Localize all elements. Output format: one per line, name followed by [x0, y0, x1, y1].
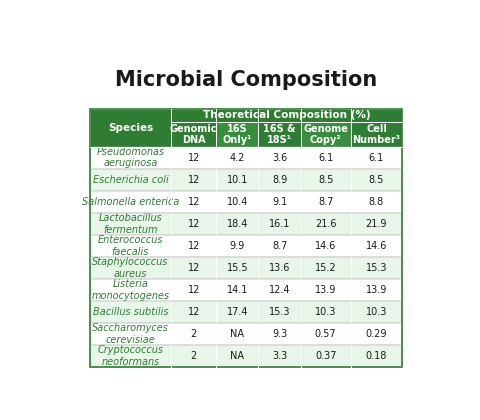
Bar	[90, 213, 402, 235]
Text: Salmonella enterica: Salmonella enterica	[82, 197, 179, 207]
Text: 13.9: 13.9	[366, 285, 387, 295]
Text: Cryptococcus
neoformans: Cryptococcus neoformans	[97, 346, 163, 367]
Text: 18.4: 18.4	[227, 219, 248, 229]
Bar	[90, 345, 402, 368]
Text: 3.6: 3.6	[272, 153, 287, 163]
Text: Cell
Number³: Cell Number³	[352, 123, 400, 145]
Text: 8.5: 8.5	[318, 175, 334, 185]
Text: 10.3: 10.3	[366, 307, 387, 317]
Bar	[90, 191, 402, 213]
Bar	[90, 279, 402, 301]
Text: Saccharomyces
cerevisiae: Saccharomyces cerevisiae	[92, 323, 169, 345]
Bar	[90, 235, 402, 257]
Text: 8.8: 8.8	[369, 197, 384, 207]
Text: NA: NA	[230, 329, 244, 339]
Bar	[300, 122, 351, 147]
Text: 0.29: 0.29	[366, 329, 387, 339]
Text: 12: 12	[188, 241, 200, 251]
Text: 16S
Only¹: 16S Only¹	[223, 123, 252, 145]
Text: 3.3: 3.3	[272, 351, 287, 361]
Text: 15.3: 15.3	[269, 307, 290, 317]
Text: 10.3: 10.3	[315, 307, 336, 317]
Text: 8.9: 8.9	[272, 175, 287, 185]
Text: 9.3: 9.3	[272, 329, 287, 339]
Text: 13.6: 13.6	[269, 263, 290, 273]
Bar	[90, 147, 402, 169]
Bar	[90, 301, 402, 323]
Text: 10.1: 10.1	[227, 175, 248, 185]
Text: Enterococcus
faecalis: Enterococcus faecalis	[97, 235, 163, 257]
Text: 17.4: 17.4	[227, 307, 248, 317]
Text: Species: Species	[108, 123, 153, 133]
Text: 12.4: 12.4	[269, 285, 290, 295]
Text: 16S &
18S¹: 16S & 18S¹	[264, 123, 296, 145]
Bar	[171, 109, 402, 122]
Bar	[90, 323, 402, 345]
Text: 4.2: 4.2	[230, 153, 245, 163]
Text: 9.1: 9.1	[272, 197, 287, 207]
Bar	[90, 169, 402, 191]
Text: 15.3: 15.3	[366, 263, 387, 273]
Text: 8.5: 8.5	[369, 175, 384, 185]
Text: 13.9: 13.9	[315, 285, 336, 295]
Text: Genomic
DNA: Genomic DNA	[170, 123, 217, 145]
Text: 9.9: 9.9	[230, 241, 245, 251]
Text: Theoretical Composition (%): Theoretical Composition (%)	[203, 110, 371, 121]
Bar	[90, 109, 171, 147]
Text: 2: 2	[191, 329, 197, 339]
Text: 8.7: 8.7	[318, 197, 334, 207]
Text: Escherichia coli: Escherichia coli	[93, 175, 168, 185]
Bar	[90, 257, 402, 279]
Text: 12: 12	[188, 263, 200, 273]
Text: 0.37: 0.37	[315, 351, 336, 361]
Text: 12: 12	[188, 153, 200, 163]
Text: Pseudomonas
aeruginosa: Pseudomonas aeruginosa	[96, 147, 165, 168]
Text: 8.7: 8.7	[272, 241, 287, 251]
Text: 15.2: 15.2	[315, 263, 336, 273]
Text: NA: NA	[230, 351, 244, 361]
Text: 12: 12	[188, 175, 200, 185]
Text: 10.4: 10.4	[227, 197, 248, 207]
Text: 15.5: 15.5	[227, 263, 248, 273]
Text: 21.6: 21.6	[315, 219, 336, 229]
Text: 12: 12	[188, 219, 200, 229]
Text: Microbial Composition: Microbial Composition	[115, 70, 377, 90]
Text: Lactobacillus
fermentum: Lactobacillus fermentum	[98, 213, 162, 235]
Text: 6.1: 6.1	[369, 153, 384, 163]
Text: 6.1: 6.1	[318, 153, 333, 163]
Text: 0.57: 0.57	[315, 329, 336, 339]
Text: 12: 12	[188, 197, 200, 207]
Text: 12: 12	[188, 285, 200, 295]
Text: 16.1: 16.1	[269, 219, 290, 229]
Bar	[351, 122, 402, 147]
Text: 14.6: 14.6	[315, 241, 336, 251]
Bar	[259, 122, 300, 147]
Text: Genome
Copy²: Genome Copy²	[303, 123, 348, 145]
Bar	[90, 109, 402, 368]
Text: Bacillus subtilis: Bacillus subtilis	[93, 307, 168, 317]
Text: 14.1: 14.1	[227, 285, 248, 295]
Text: 2: 2	[191, 351, 197, 361]
Text: 21.9: 21.9	[366, 219, 387, 229]
Text: 14.6: 14.6	[366, 241, 387, 251]
Text: Staphylococcus
aureus: Staphylococcus aureus	[92, 257, 168, 279]
Text: Listeria
monocytogenes: Listeria monocytogenes	[91, 279, 169, 301]
Text: 0.18: 0.18	[366, 351, 387, 361]
Text: 12: 12	[188, 307, 200, 317]
Bar	[216, 122, 259, 147]
Bar	[171, 122, 216, 147]
